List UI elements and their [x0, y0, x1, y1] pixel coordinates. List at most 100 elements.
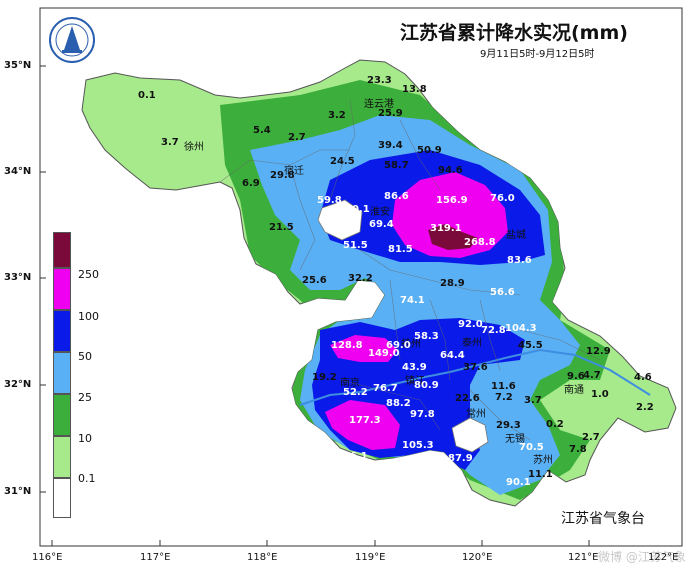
map-title: 江苏省累计降水实况(mm) — [400, 22, 628, 44]
station-value: 56.6 — [490, 287, 515, 298]
lon-label: 119°E — [355, 552, 386, 563]
legend-swatch-10-25 — [53, 394, 71, 436]
station-value: 7.8 — [569, 444, 587, 455]
city-label: 南京 — [340, 378, 360, 389]
station-value: 76.1 — [343, 451, 368, 462]
city-label: 淮安 — [370, 207, 390, 218]
legend-label: 100 — [78, 310, 99, 323]
legend-swatch-100-250 — [53, 268, 71, 310]
legend-swatch-under-0.1 — [53, 478, 71, 518]
station-value: 80.9 — [414, 380, 439, 391]
station-value: 0.2 — [546, 419, 564, 430]
station-value: 6.9 — [242, 178, 260, 189]
city-label: 常州 — [466, 409, 486, 420]
station-value: 2.7 — [582, 432, 600, 443]
station-value: 45.5 — [518, 340, 543, 351]
station-value: 11.6 — [491, 381, 516, 392]
station-value: 64.4 — [440, 350, 465, 361]
station-value: 268.8 — [464, 237, 496, 248]
station-value: 128.8 — [331, 340, 363, 351]
legend-label: 25 — [78, 391, 92, 404]
station-value: 149.0 — [368, 348, 400, 359]
station-value: 90.1 — [506, 477, 531, 488]
map-subtitle: 9月11日5时-9月12日5时 — [480, 49, 595, 60]
city-label: 徐州 — [184, 142, 204, 153]
city-boundaries — [219, 99, 601, 441]
station-value: 70.5 — [519, 442, 544, 453]
station-value: 104.3 — [505, 323, 537, 334]
station-value: 88.2 — [386, 398, 411, 409]
station-value: 156.9 — [436, 195, 468, 206]
city-label: 宿迁 — [284, 166, 304, 177]
station-value: 3.7 — [161, 137, 179, 148]
lon-label: 116°E — [32, 552, 63, 563]
lat-label: 35°N — [4, 60, 32, 71]
lon-label: 118°E — [247, 552, 278, 563]
station-value: 69.0 — [386, 340, 411, 351]
station-value: 39.4 — [378, 140, 403, 151]
legend-swatch-over-250 — [53, 232, 71, 268]
lon-label: 122°E — [648, 552, 679, 563]
station-value: 4.7 — [583, 370, 601, 381]
watermark: 微博 @江苏气象 — [598, 550, 686, 564]
station-value: 2.2 — [636, 402, 654, 413]
station-value: 29.8 — [270, 170, 295, 181]
city-label: 无锡 — [505, 434, 525, 445]
station-value: 52.2 — [343, 387, 368, 398]
station-value: 76.0 — [490, 193, 515, 204]
lake-hongze — [317, 199, 363, 241]
station-value: 25.9 — [378, 108, 403, 119]
station-value: 23.3 — [367, 75, 392, 86]
station-value: 70.1 — [345, 204, 370, 215]
station-value: 92.0 — [458, 319, 483, 330]
station-value: 19.2 — [312, 372, 337, 383]
yangtze-river — [299, 348, 651, 406]
lon-label: 120°E — [462, 552, 493, 563]
station-value: 29.3 — [496, 420, 521, 431]
station-value: 0.1 — [138, 90, 156, 101]
station-value: 76.7 — [373, 383, 398, 394]
city-label: 南通 — [564, 385, 584, 396]
station-value: 7.2 — [495, 392, 513, 403]
station-value: 319.1 — [430, 223, 462, 234]
station-value: 37.6 — [463, 362, 488, 373]
lon-label: 117°E — [140, 552, 171, 563]
station-value: 2.7 — [288, 132, 306, 143]
city-label: 苏州 — [533, 455, 553, 466]
station-value: 28.9 — [440, 278, 465, 289]
station-value: 69.4 — [369, 219, 394, 230]
station-value: 1.0 — [591, 389, 609, 400]
station-value: 43.9 — [402, 362, 427, 373]
station-value: 22.6 — [455, 393, 480, 404]
station-value: 105.3 — [402, 440, 434, 451]
station-value: 86.6 — [384, 191, 409, 202]
rain-zone-100-250-south — [325, 400, 400, 450]
axis-ticks — [40, 65, 590, 546]
lat-label: 32°N — [4, 379, 32, 390]
station-value: 58.7 — [384, 160, 409, 171]
agency-label: 江苏省气象台 — [561, 511, 645, 527]
lake-taihu — [451, 417, 489, 453]
station-value: 94.6 — [438, 165, 463, 176]
lat-label: 33°N — [4, 272, 32, 283]
station-value: 4.6 — [634, 372, 652, 383]
legend-label: 250 — [78, 268, 99, 281]
legend-label: 10 — [78, 432, 92, 445]
legend-label: 0.1 — [78, 472, 96, 485]
station-value: 5.4 — [253, 125, 271, 136]
meteorological-bureau-logo — [49, 17, 95, 63]
station-value: 87.9 — [448, 453, 473, 464]
station-value: 51.5 — [343, 240, 368, 251]
station-value: 24.5 — [330, 156, 355, 167]
station-value: 97.8 — [410, 409, 435, 420]
station-value: 3.7 — [524, 395, 542, 406]
station-value: 13.8 — [402, 84, 427, 95]
station-value: 21.5 — [269, 222, 294, 233]
rain-zone-100-250-north — [392, 172, 508, 258]
station-value: 58.3 — [414, 331, 439, 342]
city-label: 扬州 — [401, 339, 421, 350]
city-label: 连云港 — [364, 99, 394, 110]
city-label: 盐城 — [506, 230, 526, 241]
legend-label: 50 — [78, 350, 92, 363]
